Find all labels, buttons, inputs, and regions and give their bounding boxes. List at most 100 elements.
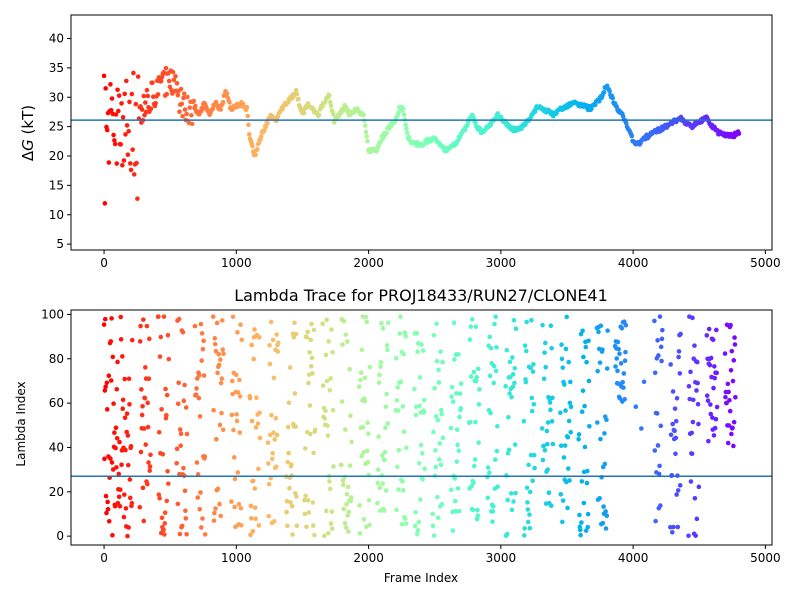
delta-g-point [123, 132, 128, 137]
delta-g-point [210, 106, 216, 112]
lambda-point [706, 326, 712, 332]
lambda-point [585, 511, 591, 517]
delta-g-point [129, 91, 135, 97]
lambda-point [548, 503, 554, 509]
lambda-point [289, 462, 294, 467]
lambda-point [494, 345, 499, 350]
lambda-point [103, 384, 108, 390]
lambda-point [513, 490, 518, 496]
lambda-point [114, 465, 119, 470]
lambda-point [439, 407, 444, 413]
delta-g-point [400, 106, 406, 111]
lambda-point [320, 321, 325, 327]
lambda-point [527, 489, 533, 495]
delta-g-ylabel-var: G [19, 139, 37, 151]
lambda-point [137, 339, 143, 344]
lambda-point [531, 362, 536, 367]
lambda-point [184, 531, 189, 537]
dg-y-tick: 35 [49, 61, 71, 75]
lambda-point [291, 334, 297, 340]
lambda-point [195, 472, 201, 477]
lambda-point [182, 382, 187, 388]
lambda-point [708, 402, 713, 407]
lambda-point [211, 407, 216, 413]
lambda-point [357, 503, 362, 508]
dg-y-tick: 40 [49, 32, 71, 46]
lambda-point [148, 452, 153, 458]
lambda-point [403, 521, 409, 527]
lambda-point [273, 415, 279, 421]
lambda-point [147, 464, 153, 469]
lam-y-tick: 80 [49, 352, 71, 366]
lambda-point [579, 520, 584, 525]
delta-g-point [121, 158, 127, 163]
lambda-point [181, 398, 187, 404]
lambda-point [689, 451, 695, 457]
lambda-point [468, 324, 474, 329]
lambda-point [633, 404, 639, 410]
lambda-point [266, 513, 272, 519]
lam-y-tick: 20 [49, 485, 71, 499]
lambda-point [212, 510, 217, 516]
lambda-point [613, 364, 618, 369]
lambda-point [677, 483, 683, 488]
lambda-point [471, 480, 476, 486]
lambda-point [522, 343, 528, 348]
lambda-point [384, 343, 390, 348]
lambda-point [475, 507, 480, 513]
lambda-point [531, 452, 537, 458]
lambda-point [252, 505, 258, 510]
lambda-point [325, 530, 331, 536]
delta-g-point [403, 122, 408, 127]
lambda-point [457, 414, 462, 420]
lambda-point [323, 352, 329, 358]
lambda-point [467, 337, 473, 342]
lambda-point [652, 448, 658, 453]
lambda-point [385, 421, 391, 426]
delta-g-point [224, 91, 230, 97]
lambda-point [286, 450, 291, 456]
lambda-point [584, 480, 590, 486]
lambda-point [375, 467, 381, 473]
delta-g-point [401, 112, 407, 117]
lambda-point [343, 427, 348, 432]
lambda-point [235, 330, 240, 335]
lambda-point [422, 466, 427, 472]
lambda-point [504, 531, 510, 537]
lambda-point [328, 521, 334, 526]
lambda-point [472, 457, 478, 462]
lambda-point [475, 366, 481, 372]
lambda-point [363, 314, 369, 320]
lambda-point [506, 447, 512, 453]
lambda-point [614, 356, 620, 361]
lambda-point [618, 361, 624, 366]
lambda-point [594, 420, 600, 425]
lambda-y-ticks: 0 20 40 60 80 100 [41, 307, 71, 543]
lambda-point [413, 412, 419, 418]
lambda-point [380, 481, 385, 486]
lambda-point [375, 480, 381, 486]
lambda-point [329, 526, 335, 532]
lambda-point [693, 533, 698, 538]
lambda-point [675, 488, 681, 493]
lambda-point [488, 345, 494, 351]
lambda-point [506, 414, 511, 420]
lambda-point [696, 484, 702, 490]
lambda-point [127, 495, 133, 501]
lambda-point [105, 499, 110, 505]
delta-g-point [143, 100, 148, 105]
lambda-point [692, 495, 698, 501]
lambda-point [580, 388, 586, 393]
lambda-point [730, 425, 735, 431]
lambda-point [137, 504, 143, 510]
lambda-point [147, 468, 152, 473]
lambda-point [394, 464, 400, 470]
lambda-point [366, 498, 372, 503]
lambda-point [146, 376, 152, 382]
lambda-point [159, 515, 165, 521]
lambda-point [161, 527, 166, 533]
lambda-point [545, 420, 551, 425]
lambda-point [139, 412, 145, 418]
lambda-point [521, 533, 527, 538]
lambda-point [126, 525, 131, 530]
